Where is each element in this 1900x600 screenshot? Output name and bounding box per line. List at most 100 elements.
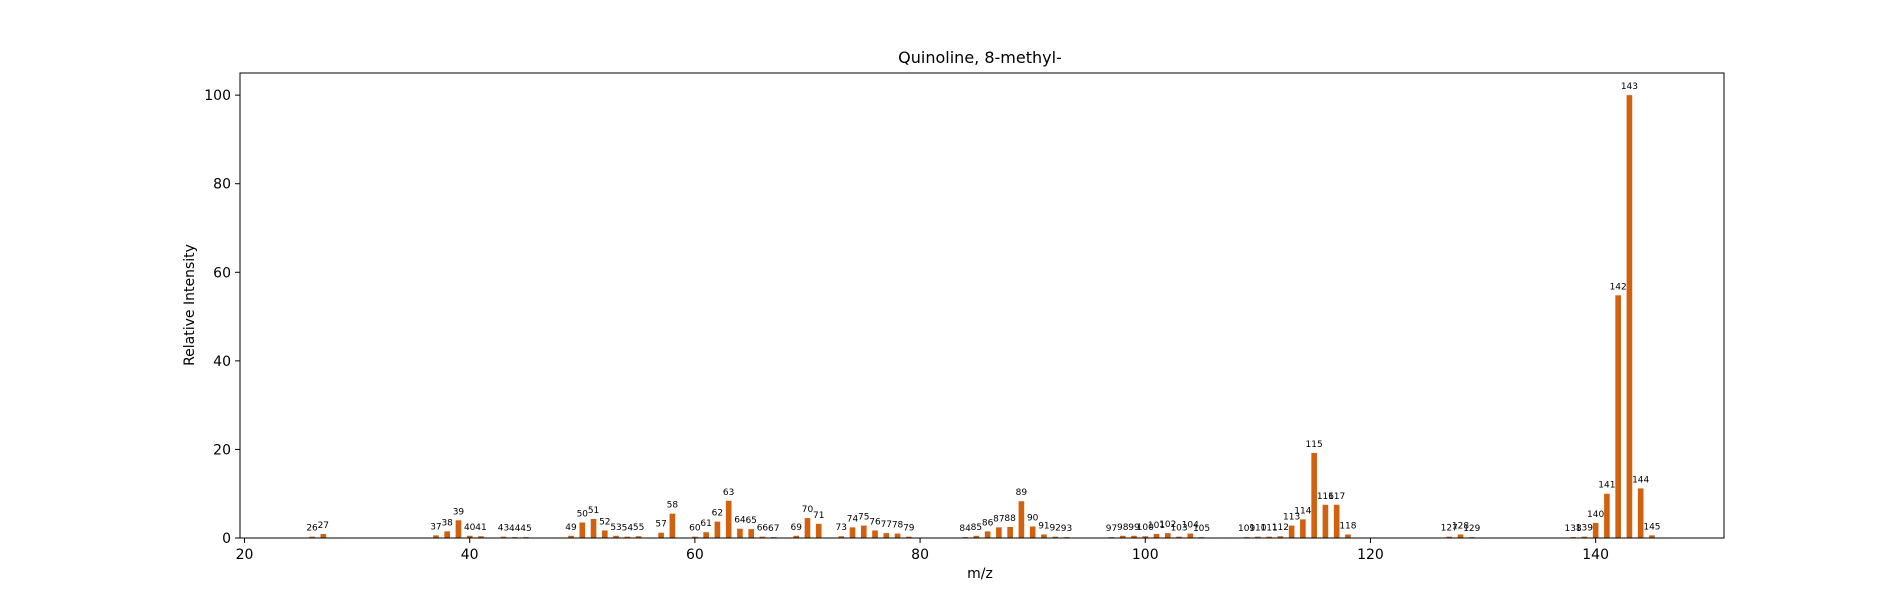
peak-bar-116 — [1322, 504, 1329, 538]
x-axis-ticks: 20 40 60 80 100 120 140 — [236, 538, 1609, 563]
peak-bar-58 — [669, 513, 676, 538]
y-axis-ticks: 0 20 40 60 80 100 — [204, 88, 240, 547]
peak-bar-65 — [748, 529, 754, 538]
peak-label-89: 89 — [1016, 488, 1028, 498]
peak-bar-71 — [815, 523, 822, 538]
peak-label-115: 115 — [1306, 440, 1323, 450]
peak-label-105: 105 — [1193, 524, 1210, 534]
peak-label-44: 44 — [509, 524, 521, 534]
peak-bar-49 — [568, 535, 574, 538]
peak-label-144: 144 — [1632, 475, 1649, 485]
peak-label-103: 103 — [1170, 524, 1187, 534]
peak-bar-115 — [1311, 452, 1317, 538]
peak-label-116: 116 — [1317, 492, 1334, 502]
peak-bar-41 — [478, 536, 484, 538]
peak-bar-74 — [849, 527, 856, 538]
peak-label-128: 128 — [1452, 521, 1469, 531]
peak-label-51: 51 — [588, 506, 599, 516]
peak-bar-70 — [804, 518, 811, 538]
peak-label-69: 69 — [790, 523, 802, 533]
peak-bar-139 — [1581, 536, 1588, 538]
peak-bar-40 — [466, 535, 473, 538]
peak-bar-140 — [1592, 522, 1599, 538]
peak-label-87: 87 — [993, 514, 1004, 524]
x-axis-label: m/z — [967, 566, 993, 582]
peak-label-117: 117 — [1328, 492, 1345, 502]
y-tick-label-40: 40 — [213, 354, 231, 370]
peak-label-39: 39 — [453, 507, 465, 517]
peak-label-91: 91 — [1038, 521, 1049, 531]
peak-bar-99 — [1131, 535, 1137, 538]
peak-bar-63 — [725, 500, 732, 538]
y-tick-label-100: 100 — [204, 88, 231, 104]
peak-bar-54 — [624, 536, 631, 538]
peak-label-109: 109 — [1238, 524, 1255, 534]
peak-label-54: 54 — [622, 524, 634, 534]
peak-bar-85 — [973, 535, 980, 538]
peak-bar-27 — [320, 534, 327, 538]
peak-bar-144 — [1637, 488, 1644, 538]
peak-bar-114 — [1300, 519, 1306, 538]
peak-label-100: 100 — [1137, 523, 1154, 533]
x-tick-label-140: 140 — [1582, 547, 1609, 563]
peak-label-111: 111 — [1261, 524, 1278, 534]
peak-label-43: 43 — [498, 524, 509, 534]
peak-bar-111 — [1266, 536, 1272, 538]
peak-label-64: 64 — [734, 516, 746, 526]
peak-label-79: 79 — [903, 524, 915, 534]
peak-label-77: 77 — [881, 520, 892, 530]
peak-label-141: 141 — [1598, 481, 1615, 491]
peak-label-76: 76 — [869, 517, 881, 527]
peak-label-27: 27 — [318, 521, 329, 531]
y-tick-label-60: 60 — [213, 265, 231, 281]
peak-label-118: 118 — [1339, 521, 1356, 531]
peak-label-58: 58 — [667, 501, 679, 511]
y-tick-label-20: 20 — [213, 442, 231, 458]
peak-label-45: 45 — [520, 524, 531, 534]
peak-bar-91 — [1041, 534, 1047, 538]
peak-bar-52 — [601, 530, 608, 538]
peak-bar-77 — [883, 533, 890, 538]
peak-bar-86 — [984, 531, 991, 538]
peak-label-101: 101 — [1148, 521, 1165, 531]
peak-label-99: 99 — [1128, 523, 1140, 533]
peak-bar-118 — [1345, 534, 1351, 538]
peak-label-102: 102 — [1159, 520, 1176, 530]
peak-bar-50 — [579, 522, 586, 538]
peak-label-88: 88 — [1004, 514, 1016, 524]
peak-bar-76 — [872, 530, 878, 538]
peak-bar-117 — [1333, 504, 1340, 538]
peak-label-104: 104 — [1182, 521, 1199, 531]
x-tick-label-100: 100 — [1132, 547, 1159, 563]
peak-bar-26 — [309, 536, 315, 538]
x-tick-label-80: 80 — [911, 547, 929, 563]
peak-bar-57 — [658, 532, 664, 538]
peak-bar-104 — [1187, 533, 1194, 538]
peak-label-145: 145 — [1643, 522, 1660, 532]
peak-label-143: 143 — [1621, 82, 1638, 92]
peak-bar-100 — [1142, 536, 1149, 538]
peak-bar-89 — [1018, 501, 1025, 538]
peak-bar-127 — [1446, 536, 1453, 538]
peak-bar-66 — [759, 536, 766, 538]
x-tick-label-120: 120 — [1357, 547, 1384, 563]
plot-frame — [239, 72, 1725, 539]
peak-bar-103 — [1176, 536, 1182, 538]
peak-bar-60 — [692, 536, 698, 538]
peak-label-40: 40 — [464, 523, 476, 533]
peak-label-97: 97 — [1106, 524, 1117, 534]
peak-bar-38 — [444, 531, 450, 538]
peak-label-139: 139 — [1576, 524, 1593, 534]
peak-label-37: 37 — [430, 522, 441, 532]
peak-label-140: 140 — [1587, 510, 1604, 520]
peak-label-65: 65 — [745, 516, 756, 526]
peak-label-114: 114 — [1294, 506, 1311, 516]
peak-bar-98 — [1119, 535, 1126, 538]
peak-bar-69 — [793, 535, 800, 538]
x-tick-label-60: 60 — [686, 547, 704, 563]
peak-bar-142 — [1615, 295, 1621, 538]
peak-label-86: 86 — [982, 518, 994, 528]
peak-bar-79 — [906, 536, 912, 538]
peak-label-98: 98 — [1117, 523, 1129, 533]
peak-bar-145 — [1649, 535, 1655, 538]
